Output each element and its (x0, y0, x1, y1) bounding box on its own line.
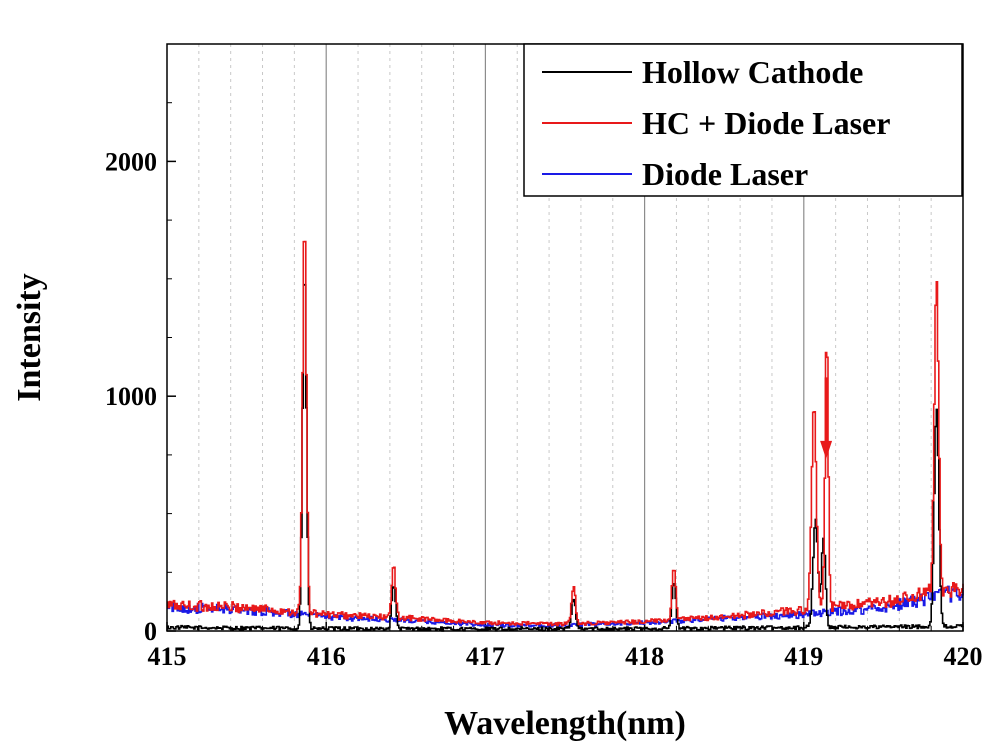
arrow-head (820, 440, 833, 459)
legend-label-diode-laser: Diode Laser (642, 156, 808, 192)
series-layer (167, 240, 964, 632)
y-tick-label: 0 (144, 617, 157, 646)
series-line-hollow-cathode (167, 283, 964, 632)
x-tick-label: 420 (944, 642, 983, 671)
x-tick-label: 416 (307, 642, 346, 671)
legend-label-hollow-cathode: Hollow Cathode (642, 54, 863, 90)
x-tick-label: 415 (148, 642, 187, 671)
y-tick-label: 2000 (105, 147, 157, 176)
tick-labels: 415 416 417 418 419 420 0 1000 2000 (105, 147, 983, 671)
series-line-hc-diode-laser (167, 240, 964, 627)
y-tick-label: 1000 (105, 382, 157, 411)
y-axis-title: Intensity (11, 273, 48, 401)
annotation-layer (820, 377, 833, 459)
x-tick-label: 418 (625, 642, 664, 671)
x-axis-title: Wavelength(nm) (444, 705, 686, 742)
legend: Hollow Cathode HC + Diode Laser Diode Lase… (523, 43, 963, 197)
legend-label-hc-diode-laser: HC + Diode Laser (642, 105, 890, 141)
legend-box (523, 43, 963, 197)
x-tick-label: 417 (466, 642, 505, 671)
x-tick-label: 419 (784, 642, 823, 671)
